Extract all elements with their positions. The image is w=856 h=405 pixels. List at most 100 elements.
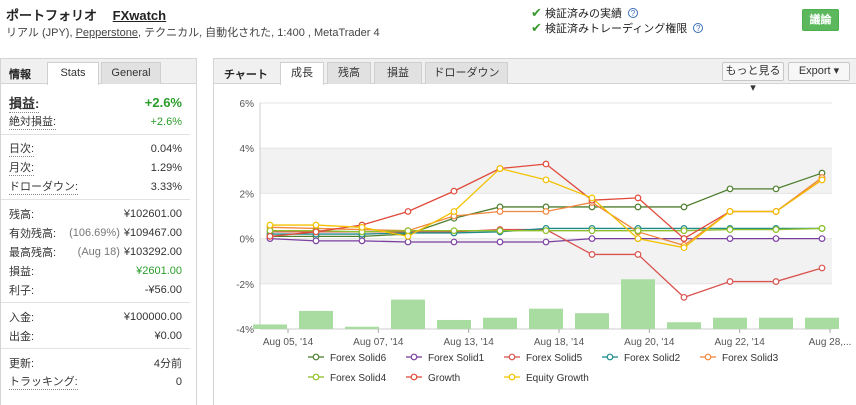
check-icon: ✔ [531,20,542,35]
bar [437,319,471,329]
stat-label: 日次: [9,140,35,157]
stat-value: ¥103292.00 [123,245,182,258]
data-point [772,226,780,233]
data-point [312,221,320,229]
bar [529,308,563,329]
verified-trading-privileges: ✔ 検証済みトレーディング権限 ? [531,20,704,36]
page-title: ポートフォリオ FXwatch [6,5,166,24]
verified-privileges-label: 検証済みトレーディング権限 [545,23,688,35]
stat-label: 最高残高: [9,246,57,259]
account-meta-label: , テクニカル, 自動化された, 1:400 , MetaTrader 4 [137,27,380,39]
stat-interest: 利子: -¥56.00 [9,280,182,299]
stat-label[interactable]: トラッキング: [9,373,78,390]
data-point [496,208,504,215]
tab-profit[interactable]: 損益 [374,62,422,84]
data-point [358,237,366,245]
data-point [772,185,780,193]
data-point [266,221,274,229]
legend-label: Forex Solid5 [526,353,583,364]
bar [345,326,379,329]
tab-general[interactable]: General [101,62,161,84]
chevron-down-icon: ▾ [750,82,756,94]
data-point [588,235,596,243]
data-point [726,208,734,215]
chart-panel: チャート 成長 残高 損益 ドローダウン もっと見る ▾ Export ▾ 6%… [213,58,856,405]
data-point [266,227,274,235]
account-name-link[interactable]: FXwatch [112,8,167,23]
stat-equity: 有効残高: (106.69%) ¥109467.00 [9,223,182,242]
data-point [634,227,642,235]
chevron-down-icon: ▾ [830,65,840,77]
data-point [634,235,642,243]
stat-label: 入金: [9,311,35,324]
legend-marker [312,373,320,381]
legend-marker [410,373,418,381]
divider [1,134,190,135]
y-tick-label: -2% [236,280,254,291]
stat-value: 1.29% [150,161,182,174]
help-icon[interactable]: ? [693,23,704,33]
data-point [496,238,504,246]
tab-balance[interactable]: 残高 [327,62,371,84]
tab-stats[interactable]: Stats [47,62,99,85]
bar [391,299,425,329]
data-point [680,235,688,243]
data-point [634,203,642,211]
data-point [450,187,458,195]
bar [759,317,793,329]
bar [575,313,609,329]
data-point [818,225,826,232]
data-point [450,208,458,215]
tab-drawdown[interactable]: ドローダウン [425,62,508,84]
account-type-label: リアル (JPY), [6,27,76,39]
help-icon[interactable]: ? [628,8,638,18]
data-point [404,208,412,215]
divider [1,302,190,303]
legend-marker [508,373,516,381]
data-point [588,251,596,258]
bar [621,279,655,329]
legend-marker [410,353,418,361]
more-button[interactable]: もっと見る ▾ [722,62,784,94]
data-point [680,227,688,235]
stats-panel: 情報 Stats General 損益: +2.6% 絶対損益: +2.6% 日… [0,58,197,405]
stat-label: 損益: [9,265,35,278]
data-point [634,194,642,202]
growth-chart: 6% 4% 2% 0% -2% -4% Aug 05, '14 Aug 07, '14 Aug … [236,99,851,384]
data-point [726,185,734,193]
legend-marker [312,353,320,361]
divider [1,348,190,349]
data-point [772,208,780,215]
data-point [404,238,412,246]
data-point [266,232,274,240]
y-tick-label: 2% [240,189,255,200]
stat-abs-gain: 絶対損益: +2.6% [9,112,182,131]
discuss-button[interactable]: 議論 [802,9,839,31]
export-button[interactable]: Export ▾ [788,62,850,81]
stat-value: 3.33% [150,180,182,193]
data-point [726,235,734,243]
stat-label: 残高: [9,208,35,221]
stat-updated: 更新: 4分前 [9,353,182,372]
stats-list: 損益: +2.6% 絶対損益: +2.6% 日次: 0.04% 月次: 1.29… [1,93,190,391]
stat-withdrawals: 出金: ¥0.00 [9,326,182,345]
tab-growth[interactable]: 成長 [280,62,324,85]
legend-label: Forex Solid3 [722,353,779,364]
stat-label: 有効残高: [9,227,57,240]
legend-label: Equity Growth [526,373,589,384]
account-details: リアル (JPY), Pepperstone, テクニカル, 自動化された, 1… [6,24,380,40]
bar [805,317,839,329]
check-icon: ✔ [531,5,542,20]
legend-marker [606,353,614,361]
stat-profit: 損益: ¥2601.00 [9,261,182,280]
stat-value: ¥100000.00 [123,310,182,323]
data-point [680,244,688,252]
stat-label: 更新: [9,357,35,370]
stat-tracking: トラッキング: 0 [9,372,182,391]
stat-value: +2.6% [144,95,182,110]
data-point [542,227,550,235]
broker-link[interactable]: Pepperstone [75,27,138,39]
stat-label: 出金: [9,330,35,343]
data-point [542,160,550,168]
data-point [680,203,688,211]
